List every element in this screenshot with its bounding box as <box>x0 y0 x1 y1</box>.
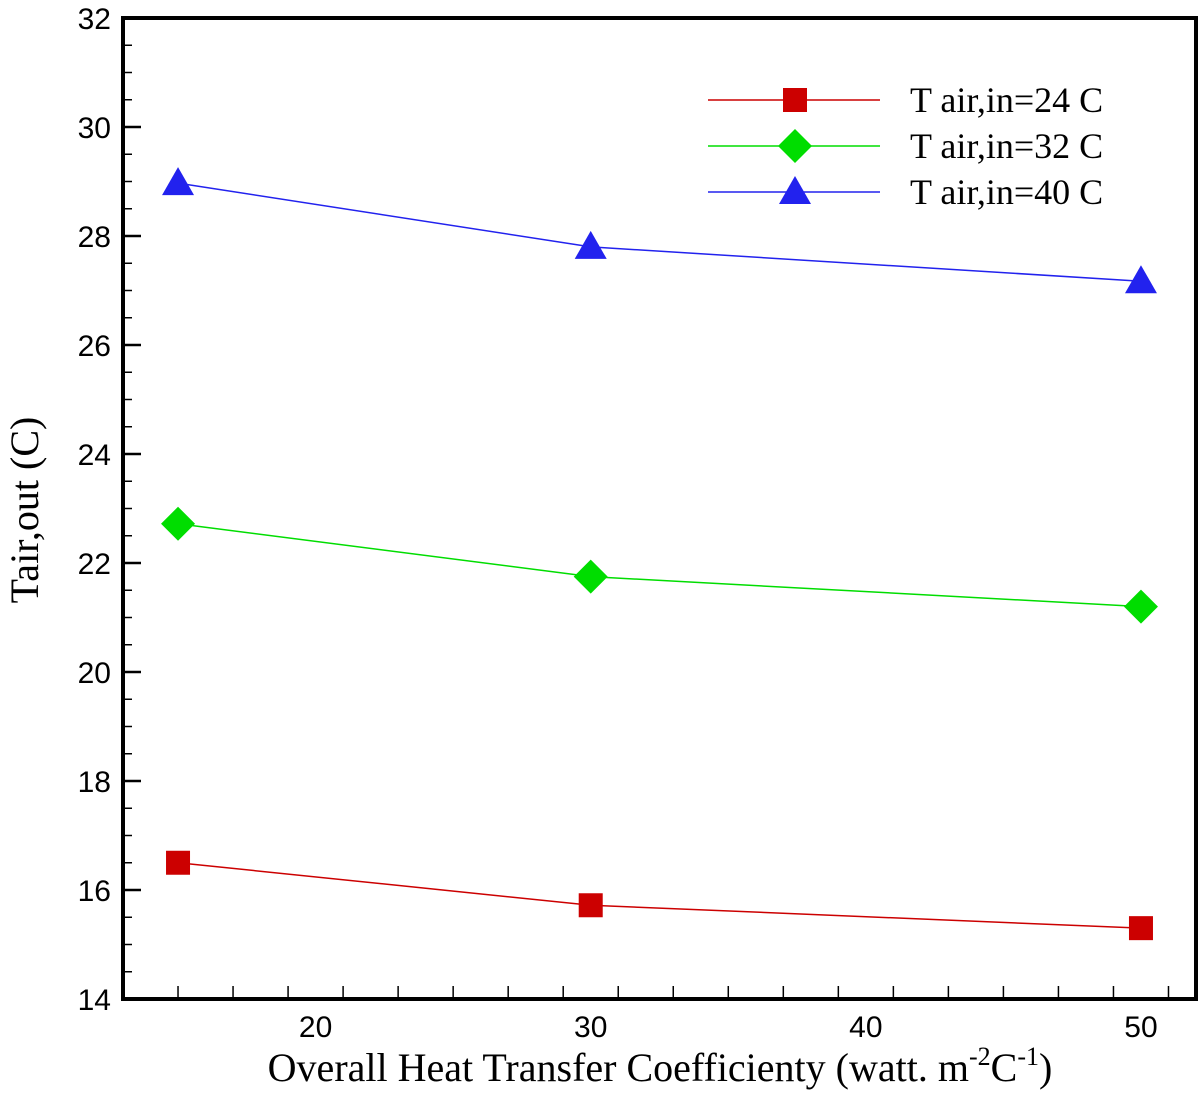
x-tick-label: 20 <box>299 1011 332 1044</box>
data-point <box>1123 589 1158 624</box>
x-axis-title-sup1: -2 <box>969 1042 991 1071</box>
y-tick-label: 18 <box>78 766 111 799</box>
legend-entry: T air,in=32 C <box>708 126 1103 166</box>
legend-label: T air,in=32 C <box>910 126 1103 166</box>
legend-entry: T air,in=40 C <box>708 172 1103 212</box>
x-axis-ticks: 20 30 40 50 <box>177 986 1170 1044</box>
x-tick-label: 30 <box>574 1011 607 1044</box>
legend-label: T air,in=40 C <box>910 172 1103 212</box>
y-tick-label: 20 <box>78 657 111 690</box>
y-tick-label: 22 <box>78 548 111 581</box>
y-tick-label: 32 <box>78 3 111 36</box>
y-tick-label: 30 <box>78 112 111 145</box>
x-axis-title-end: ) <box>1039 1045 1052 1090</box>
data-point <box>161 506 196 541</box>
series-1 <box>166 850 1153 941</box>
series-line <box>177 523 1142 608</box>
x-axis-title-main: Overall Heat Transfer Coefficienty (watt… <box>268 1045 969 1090</box>
y-tick-label: 16 <box>78 875 111 908</box>
x-axis-title-sup2: -1 <box>1017 1042 1039 1071</box>
series-3 <box>162 167 1157 294</box>
legend-marker <box>779 176 811 204</box>
y-axis-title: Tair,out (C) <box>2 417 47 604</box>
x-axis-title: Overall Heat Transfer Coefficienty (watt… <box>268 1042 1053 1090</box>
legend-marker <box>783 88 807 112</box>
y-axis-ticks: 14 16 18 20 22 24 26 28 30 32 <box>78 3 141 1017</box>
data-point <box>1124 265 1157 294</box>
data-point <box>578 893 603 918</box>
data-point <box>166 850 191 875</box>
data-point <box>162 167 195 196</box>
y-tick-label: 14 <box>78 984 111 1017</box>
data-point <box>574 230 607 259</box>
y-tick-label: 26 <box>78 330 111 363</box>
legend-label: T air,in=24 C <box>910 80 1103 120</box>
y-tick-label: 28 <box>78 221 111 254</box>
x-axis-title-mid: C <box>991 1045 1018 1090</box>
legend-entry: T air,in=24 C <box>708 80 1103 120</box>
series-layer <box>161 167 1158 941</box>
data-point <box>1128 916 1153 941</box>
x-tick-label: 50 <box>1124 1011 1157 1044</box>
series-2 <box>161 506 1158 624</box>
y-tick-label: 24 <box>78 439 111 472</box>
x-tick-label: 40 <box>849 1011 882 1044</box>
series-line <box>177 862 1142 929</box>
data-point <box>573 559 608 594</box>
legend-marker <box>778 129 812 163</box>
legend: T air,in=24 C T air,in=32 C T air,in=40 C <box>708 80 1103 212</box>
